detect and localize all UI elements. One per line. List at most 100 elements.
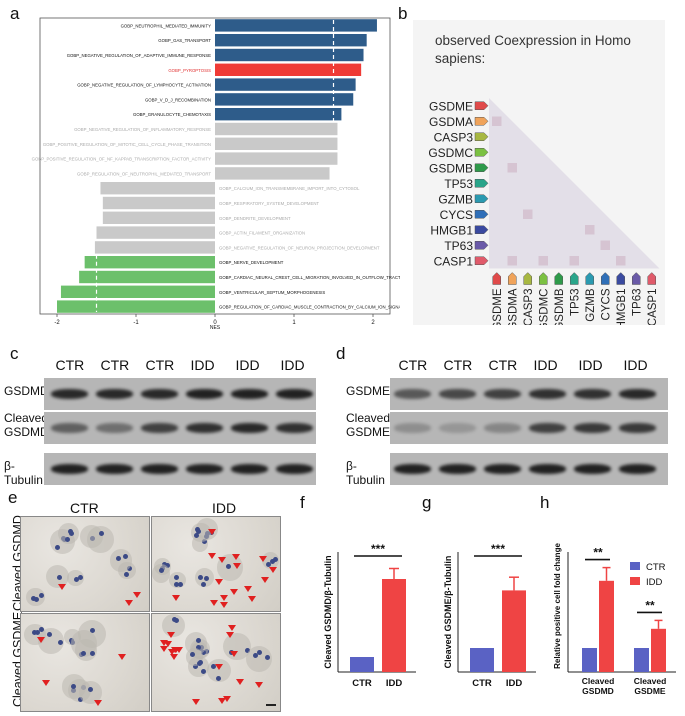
gsea-bar — [60, 285, 216, 298]
ihc-nucleus — [39, 592, 45, 598]
coex-row-marker — [474, 148, 489, 157]
coex-col-marker — [647, 272, 656, 285]
coex-cell — [507, 256, 517, 266]
positive-cell-arrow — [124, 600, 133, 607]
lane-header: CTR — [100, 357, 130, 373]
gsea-bar — [215, 48, 364, 62]
ihc-nucleus — [73, 576, 79, 582]
ihc-nucleus — [81, 650, 87, 656]
positive-cell-arrow — [210, 600, 219, 607]
panel-letter-d: d — [336, 344, 346, 363]
ihc-nucleus — [46, 631, 52, 637]
positive-cell-arrow — [170, 647, 179, 654]
positive-cell-arrow — [132, 591, 141, 598]
coex-row-marker — [474, 210, 489, 219]
gsea-bar — [215, 93, 354, 106]
coex-row-marker — [474, 241, 489, 250]
coex-cell — [569, 256, 579, 266]
coex-col-gene: CYCS — [600, 288, 612, 320]
ihc-nucleus — [201, 650, 207, 656]
coex-row-marker — [474, 256, 489, 265]
ihc-nucleus — [190, 651, 196, 657]
gsea-bar-chart: GOBP_NEUTROPHIL_MEDIATED_IMMUNITY GOBP_GA… — [32, 17, 400, 330]
ihc-nucleus — [33, 596, 39, 602]
coex-row-gene: TP63 — [444, 239, 473, 253]
blot-band — [439, 423, 476, 433]
ihc-nucleus — [196, 660, 202, 666]
coex-row-gene: GSDMA — [429, 115, 473, 129]
blot-band — [529, 389, 566, 399]
gsea-bar-label: GOBP_REGULATION_OF_CARDIAC_MUSCLE_CONTRA… — [219, 305, 400, 310]
chart-h-legend-swatch — [630, 562, 640, 570]
gsea-bar-label: GOBP_GRANULOCYTE_CHEMOTAXIS — [133, 112, 211, 117]
lane-header: IDD — [190, 357, 215, 373]
lane-header: CTR — [55, 357, 85, 373]
gsea-tick-label: -1 — [133, 320, 139, 326]
blot-strip — [44, 412, 316, 444]
blot-band — [619, 423, 656, 433]
positive-cell-arrow — [164, 641, 173, 648]
lane-header: CTR — [488, 357, 518, 373]
gsea-bar — [215, 137, 338, 150]
ihc-nucleus — [200, 581, 206, 587]
coexpression-title: observed Coexpression in Homo sapiens: — [435, 33, 631, 66]
coex-row-marker — [474, 163, 489, 172]
blot-strip — [390, 378, 668, 410]
gsea-bar-label: GOBP_PYROPTOSIS — [168, 68, 211, 73]
gsea-bar-label: GOBP_V_D_J_RECOMBINATION — [145, 97, 211, 102]
gsea-bar-label: GOBP_POSITIVE_REGULATION_OF_MITOTIC_CELL… — [43, 142, 211, 147]
coex-col-marker — [492, 272, 501, 285]
chart-f-y-label: Cleaved GSDMD/β-Tubulin — [323, 555, 333, 668]
coex-col-gene: GSDMA — [507, 288, 519, 325]
chart-h-bar — [599, 580, 614, 672]
gsea-bar — [84, 256, 216, 269]
ihc-nucleus — [38, 627, 44, 632]
ihc-nucleus — [32, 629, 38, 635]
blot-strip — [390, 412, 668, 444]
ihc-nucleus — [270, 559, 276, 565]
ihc-nucleus — [116, 555, 122, 561]
ihc-image — [151, 516, 281, 612]
micro-col-idd: IDD — [212, 500, 237, 516]
blot-band — [51, 389, 88, 399]
ihc-cell — [79, 681, 102, 704]
blot-band — [619, 389, 656, 399]
coexpression-panel: observed Coexpression in Homo sapiens: G… — [413, 20, 665, 325]
gsea-bar — [79, 270, 216, 284]
blot-band — [141, 464, 178, 474]
blot-band — [141, 423, 178, 433]
coex-row-gene: CYCS — [440, 208, 473, 222]
gsea-tick-label: 0 — [213, 320, 217, 326]
blot-row-label: Cleaved GSDME — [346, 411, 391, 439]
ihc-nucleus — [265, 562, 271, 568]
chart-h-sig-stars: ** — [593, 546, 603, 560]
gsea-bar — [215, 34, 367, 47]
ihc-nucleus — [98, 530, 104, 536]
panel-letter-a: a — [10, 4, 20, 23]
ihc-nucleus — [194, 526, 200, 532]
ihc-image — [151, 613, 281, 712]
ihc-nucleus — [215, 676, 221, 682]
ihc-nucleus — [90, 627, 96, 633]
coex-col-gene: GSDMC — [538, 289, 550, 326]
ihc-nucleus — [34, 630, 40, 636]
coex-col-gene: GSDME — [492, 288, 504, 325]
positive-cell-arrow — [214, 664, 223, 671]
coex-cell — [585, 225, 595, 235]
blot-band — [51, 423, 88, 433]
coex-triangle — [489, 98, 660, 269]
positive-cell-arrow — [218, 556, 227, 563]
coex-col-gene: CASP1 — [647, 289, 659, 326]
ihc-nucleus — [165, 562, 171, 568]
gsea-bar — [215, 167, 330, 180]
chart-h-bar — [651, 628, 666, 672]
lane-header: CTR — [145, 357, 175, 373]
positive-cell-arrow — [235, 678, 244, 685]
ihc-nucleus — [196, 644, 202, 650]
coex-row-marker — [474, 101, 489, 110]
ihc-nucleus — [30, 595, 36, 601]
micro-row-label-gsdme-wrap: Cleaved GSDME — [0, 612, 25, 710]
positive-cell-arrow — [220, 602, 229, 609]
gsea-bar — [215, 108, 342, 121]
panel-letter-f: f — [300, 493, 305, 512]
